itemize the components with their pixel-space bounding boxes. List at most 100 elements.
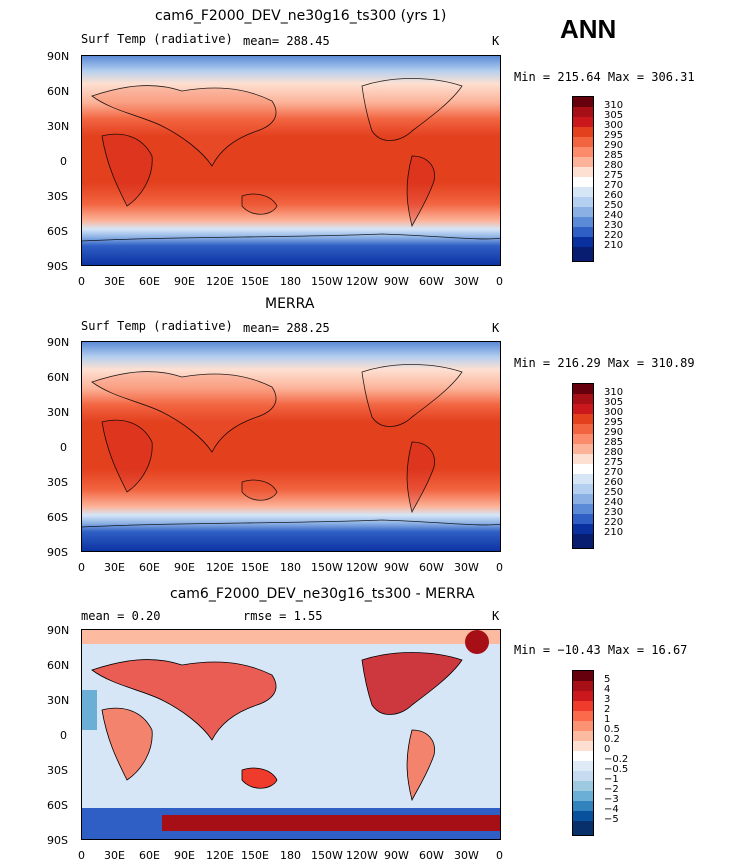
panel-2-map [81,341,501,552]
panel-1-lon-150e: 150E [241,275,269,288]
panel-1-lon-30e: 30E [104,275,125,288]
panel-1-cb-11: 240 [604,210,624,221]
panel-2-cb-10: 250 [604,487,624,498]
panel-1-lat-60n: 60N [47,85,70,98]
panel-2-lon-0: 0 [78,561,85,574]
panel-1-title: cam6_F2000_DEV_ne30g16_ts300 (yrs 1) [155,8,447,24]
panel-3-lat-30s: 30S [47,764,68,777]
panel-3-cb-5: 0.5 [604,724,620,735]
panel-3-cb-9: −0.5 [604,764,629,775]
panel-2-cb-8: 270 [604,467,624,478]
panel-1-lon-0-end: 0 [496,275,503,288]
panel-2-lon-120w: 120W [346,561,378,574]
panel-3-units-label: K [492,609,500,623]
panel-3-cb-12: −3 [604,794,619,805]
panel-1-minmax: Min = 215.64 Max = 306.31 [514,70,695,84]
season-label: ANN [560,14,617,44]
panel-2-lat-0: 0 [60,441,67,454]
panel-3-lat-90n: 90N [47,624,70,637]
panel-2-lat-60s: 60S [47,511,68,524]
panel-2-title: MERRA [265,296,315,312]
panel-3-lon-30w: 30W [454,849,479,862]
panel-3-lat-0: 0 [60,729,67,742]
panel-3-lon-180: 180 [280,849,301,862]
panel-3-cb-10: −1 [604,774,619,785]
panel-2-lon-150w: 150W [311,561,343,574]
panel-3-colorbar [572,670,594,836]
panel-2-cb-11: 240 [604,497,624,508]
panel-2-cb-5: 285 [604,437,624,448]
panel-3-mean-label: mean = 0.20 [81,609,161,623]
panel-3-lon-60w: 60W [419,849,444,862]
panel-1-cb-10: 250 [604,200,624,211]
panel-2-lat-30s: 30S [47,476,68,489]
panel-2-cb-7: 275 [604,457,624,468]
panel-2-mean-label: mean= 288.25 [243,321,330,335]
panel-2-colorbar [572,383,594,549]
panel-2-cb-14: 210 [604,527,624,538]
panel-1-cb-12: 230 [604,220,624,231]
panel-1-lat-30s: 30S [47,190,68,203]
panel-1-lon-0: 0 [78,275,85,288]
panel-2-cb-12: 230 [604,507,624,518]
panel-1-lat-60s: 60S [47,225,68,238]
panel-2-cb-3: 295 [604,417,624,428]
panel-3-rmse-label: rmse = 1.55 [243,609,323,623]
panel-3-lon-150e: 150E [241,849,269,862]
panel-3-lon-90e: 90E [174,849,195,862]
panel-2-cb-0: 310 [604,387,624,398]
panel-2-cb-2: 300 [604,407,624,418]
panel-1-cb-9: 260 [604,190,624,201]
panel-3-cb-1: 4 [604,684,611,695]
panel-3-cb-3: 2 [604,704,611,715]
panel-2-variable-label: Surf Temp (radiative) [81,319,233,333]
panel-2-cb-1: 305 [604,397,624,408]
panel-1-lon-30w: 30W [454,275,479,288]
panel-1-lon-150w: 150W [311,275,343,288]
panel-1-lon-90e: 90E [174,275,195,288]
panel-1-cb-6: 280 [604,160,624,171]
panel-2-lon-60e: 60E [139,561,160,574]
panel-2-lon-180: 180 [280,561,301,574]
panel-3-cb-0: 5 [604,674,611,685]
panel-2-units-label: K [492,321,500,335]
panel-3-lon-60e: 60E [139,849,160,862]
panel-2-lat-90n: 90N [47,336,70,349]
panel-1-lon-60e: 60E [139,275,160,288]
panel-3-lon-30e: 30E [104,849,125,862]
panel-3-cb-2: 3 [604,694,611,705]
panel-3-cb-13: −4 [604,804,619,815]
panel-1-lon-90w: 90W [384,275,409,288]
panel-2-lon-30e: 30E [104,561,125,574]
panel-1-cb-1: 305 [604,110,624,121]
panel-2-lon-90e: 90E [174,561,195,574]
panel-3-lon-0: 0 [78,849,85,862]
panel-1-lon-120e: 120E [206,275,234,288]
panel-1-units-label: K [492,34,500,48]
panel-2-lon-150e: 150E [241,561,269,574]
panel-1-cb-3: 295 [604,130,624,141]
panel-3-cb-11: −2 [604,784,619,795]
panel-1-cb-0: 310 [604,100,624,111]
panel-2-lat-60n: 60N [47,371,70,384]
panel-1-lat-90s: 90S [47,260,68,273]
panel-2-minmax: Min = 216.29 Max = 310.89 [514,356,695,370]
panel-3-lon-150w: 150W [311,849,343,862]
panel-3-lon-120w: 120W [346,849,378,862]
panel-3-lat-30n: 30N [47,694,70,707]
panel-1-lon-180: 180 [280,275,301,288]
panel-1-lat-90n: 90N [47,50,70,63]
panel-3-cb-14: −5 [604,814,619,825]
panel-1-map [81,55,501,266]
panel-1-cb-7: 275 [604,170,624,181]
panel-1-cb-8: 270 [604,180,624,191]
panel-2-cb-13: 220 [604,517,624,528]
panel-3-minmax: Min = −10.43 Max = 16.67 [514,643,688,657]
panel-1-lon-120w: 120W [346,275,378,288]
panel-3-cb-8: −0.2 [604,754,629,765]
panel-3-map [81,629,501,840]
panel-3-lon-120e: 120E [206,849,234,862]
panel-2-cb-4: 290 [604,427,624,438]
panel-3-cb-4: 1 [604,714,611,725]
panel-3-cb-7: 0 [604,744,611,755]
